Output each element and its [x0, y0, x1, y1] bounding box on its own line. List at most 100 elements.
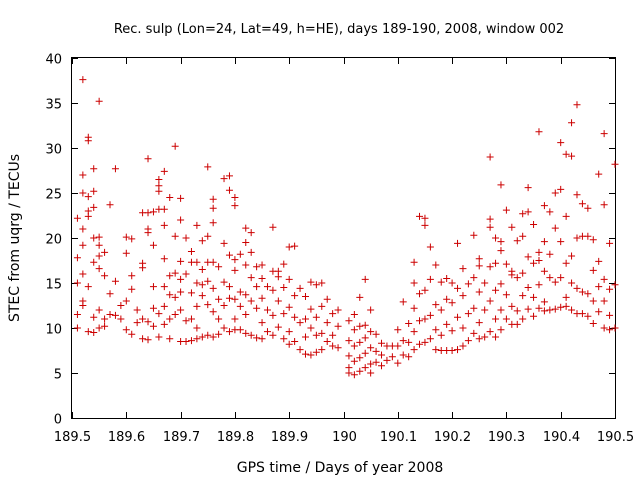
- data-point: [247, 297, 255, 305]
- data-point: [454, 313, 462, 321]
- data-point: [367, 344, 375, 352]
- data-point: [486, 263, 494, 271]
- data-point: [557, 139, 565, 147]
- data-point: [280, 260, 288, 268]
- data-point: [171, 269, 179, 277]
- data-point: [350, 342, 358, 350]
- data-point: [426, 275, 434, 283]
- data-point: [394, 359, 402, 367]
- data-point: [253, 263, 261, 271]
- data-point: [589, 320, 597, 327]
- data-point: [106, 290, 114, 298]
- data-point: [133, 319, 141, 327]
- data-point: [280, 284, 288, 291]
- data-point: [149, 283, 157, 291]
- data-point: [394, 342, 402, 350]
- data-point: [356, 354, 364, 362]
- data-point: [247, 248, 255, 256]
- data-point: [269, 311, 277, 319]
- data-point: [280, 310, 288, 318]
- data-point: [600, 275, 608, 283]
- data-point: [367, 360, 375, 368]
- data-point: [519, 292, 527, 300]
- data-point: [492, 315, 500, 323]
- data-point: [296, 284, 304, 292]
- data-point: [253, 283, 261, 291]
- data-point: [236, 302, 244, 310]
- data-point: [296, 319, 304, 327]
- data-point: [584, 312, 592, 320]
- data-point: [578, 288, 586, 296]
- data-point: [312, 281, 320, 289]
- y-tick-label: 35: [45, 98, 62, 113]
- x-tick-label: 190.2: [434, 430, 471, 445]
- data-point: [399, 298, 407, 306]
- data-point: [274, 273, 282, 281]
- data-point: [187, 315, 195, 323]
- data-point: [399, 351, 407, 359]
- data-point: [307, 305, 315, 313]
- data-point: [421, 338, 429, 346]
- data-point: [551, 189, 559, 197]
- data-point: [204, 331, 212, 339]
- data-point: [160, 302, 168, 310]
- data-point: [122, 297, 130, 305]
- data-point: [149, 322, 157, 330]
- data-point: [193, 335, 201, 343]
- data-point: [171, 293, 179, 301]
- plot-frame: [71, 57, 616, 419]
- data-point: [508, 302, 516, 310]
- data-point: [242, 224, 250, 232]
- data-point: [524, 184, 532, 192]
- data-point: [312, 348, 320, 356]
- data-point: [345, 369, 353, 377]
- data-point: [481, 306, 489, 314]
- data-point: [209, 258, 217, 266]
- data-point: [155, 176, 163, 183]
- data-point: [497, 181, 505, 189]
- data-point: [198, 266, 206, 273]
- data-point: [432, 301, 440, 309]
- data-point: [177, 275, 185, 283]
- data-point: [573, 191, 581, 199]
- y-tick-label: 10: [45, 323, 62, 338]
- data-point: [139, 264, 147, 272]
- data-point: [551, 278, 559, 286]
- data-point: [606, 285, 614, 293]
- data-point: [220, 324, 228, 332]
- y-tick-label: 15: [45, 278, 62, 293]
- data-point: [595, 308, 603, 316]
- data-point: [79, 189, 87, 197]
- data-point: [361, 364, 369, 372]
- data-point: [79, 302, 87, 309]
- data-point: [133, 306, 141, 314]
- data-point: [557, 274, 565, 282]
- x-axis-label: GPS time / Days of year 2008: [237, 460, 444, 476]
- data-point: [486, 328, 494, 336]
- y-tick-label: 20: [45, 233, 62, 248]
- data-point: [253, 334, 261, 342]
- data-point: [90, 258, 98, 266]
- data-point: [215, 295, 223, 303]
- data-point: [459, 342, 467, 350]
- data-point: [258, 335, 266, 343]
- data-point: [535, 257, 543, 264]
- data-point: [448, 299, 456, 307]
- data-point: [568, 252, 576, 260]
- data-point: [231, 202, 239, 210]
- data-point: [530, 259, 538, 267]
- data-point: [242, 329, 250, 337]
- data-point: [578, 310, 586, 318]
- data-point: [443, 320, 451, 328]
- data-point: [388, 353, 396, 361]
- data-point: [611, 281, 619, 289]
- data-point: [470, 329, 478, 337]
- data-point: [318, 329, 326, 337]
- data-point: [166, 194, 174, 201]
- data-point: [562, 212, 570, 220]
- data-point: [177, 216, 185, 224]
- data-point: [106, 311, 114, 318]
- data-point: [144, 155, 152, 163]
- data-point: [79, 171, 87, 179]
- data-point: [530, 221, 538, 228]
